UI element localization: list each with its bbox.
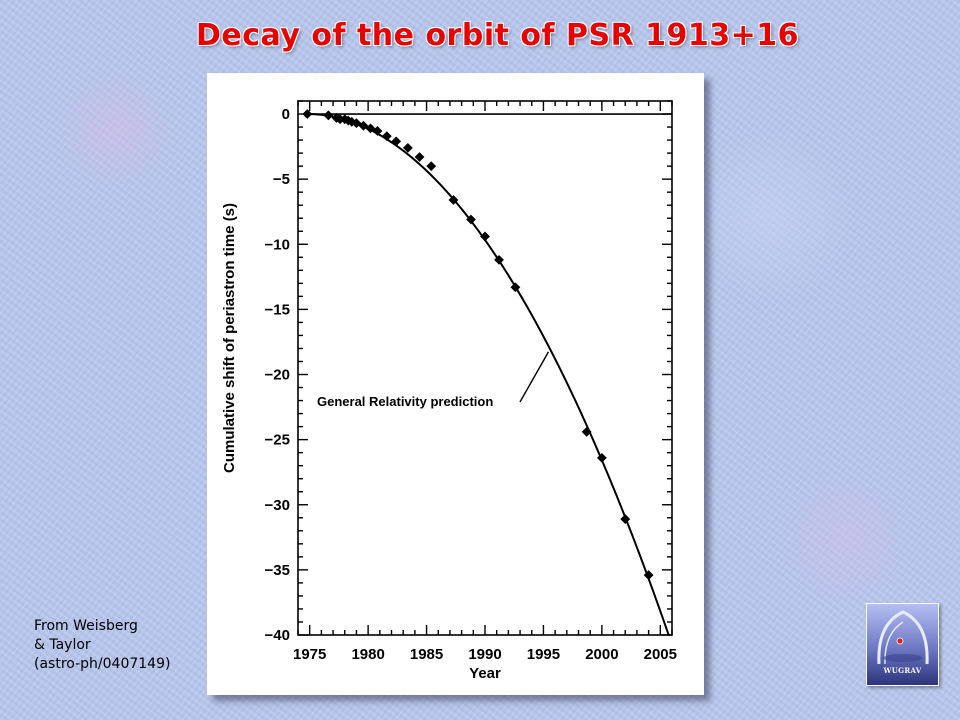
logo-text: WUGRAV	[883, 666, 922, 675]
x-tick-label: 1985	[410, 646, 443, 663]
chart-svg: 1975 1980 1985 1990 1995 2000 2005 0 −5 −10 −15 −20…	[221, 100, 677, 682]
x-tick-label: 1980	[351, 646, 384, 663]
data-point	[448, 195, 459, 205]
wugrav-logo: WUGRAV	[866, 603, 939, 686]
data-point	[365, 123, 376, 134]
data-point	[302, 109, 313, 119]
y-tick-label: −25	[265, 432, 290, 449]
plot-frame	[297, 100, 673, 636]
chart-panel: 1975 1980 1985 1990 1995 2000 2005 0 −5 −10 −15 −20…	[207, 73, 704, 695]
data-point	[596, 452, 607, 463]
data-point	[381, 131, 392, 142]
annotation-label: General Relativity prediction	[317, 394, 493, 409]
data-point	[581, 426, 592, 437]
data-point	[620, 514, 631, 524]
slide-title: Decay of the orbit of PSR 1913+16	[196, 18, 800, 53]
wugrav-logo-icon	[877, 610, 929, 665]
x-tick-label: 1990	[468, 646, 501, 663]
data-point	[323, 110, 334, 121]
data-point	[402, 142, 413, 153]
x-tick-label: 1995	[527, 646, 560, 663]
data-point	[466, 214, 476, 225]
x-tick-label: 2000	[585, 646, 618, 663]
credit-line: (astro-ph/0407149)	[34, 656, 171, 672]
data-point	[480, 231, 490, 242]
data-point	[372, 126, 383, 136]
credit-line: From Weisberg	[34, 618, 138, 634]
x-axis-label: Year	[469, 665, 501, 682]
gr-prediction-curve	[307, 113, 671, 636]
x-tick-label: 2005	[644, 646, 677, 663]
data-point	[643, 570, 654, 580]
y-axis-label: Cumulative shift of periastron time (s)	[221, 203, 238, 473]
y-tick-label: −30	[265, 497, 290, 514]
data-point	[391, 136, 402, 147]
y-tick-label: −5	[273, 171, 290, 188]
data-point	[358, 120, 369, 131]
y-tick-label: −15	[265, 301, 290, 318]
y-tick-label: −35	[265, 562, 290, 579]
y-tick-label: 0	[282, 106, 290, 123]
data-point	[494, 254, 504, 265]
annotation-pointer	[519, 351, 550, 403]
source-credit: From Weisberg & Taylor (astro-ph/0407149…	[34, 617, 204, 674]
data-point	[351, 118, 362, 129]
y-tick-label: −10	[265, 236, 290, 253]
x-tick-label: 1975	[293, 646, 326, 663]
data-point	[414, 152, 425, 162]
y-tick-label: −20	[265, 367, 290, 384]
data-point	[510, 282, 521, 293]
y-tick-label: −40	[265, 627, 290, 644]
credit-line: & Taylor	[34, 637, 91, 653]
data-point	[426, 161, 437, 172]
